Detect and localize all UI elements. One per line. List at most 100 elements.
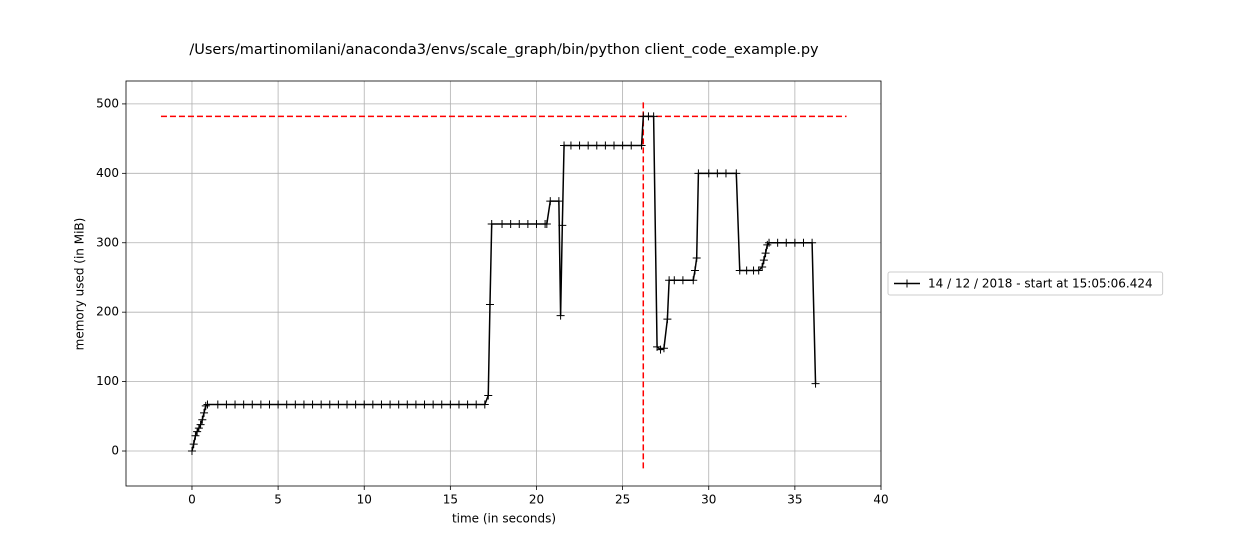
data-point <box>420 400 429 409</box>
data-point <box>763 240 772 249</box>
data-point <box>656 345 665 354</box>
data-point <box>761 249 770 258</box>
data-point <box>532 220 541 229</box>
data-point <box>201 401 210 410</box>
data-point <box>735 266 744 275</box>
data-point <box>343 400 352 409</box>
data-point <box>782 238 791 247</box>
y-tick-label: 400 <box>96 166 119 180</box>
y-tick-label: 500 <box>96 96 119 110</box>
data-point <box>291 400 300 409</box>
data-point <box>560 141 569 150</box>
data-point <box>437 400 446 409</box>
chart-title: /Users/martinomilani/anaconda3/envs/scal… <box>189 42 819 58</box>
data-point <box>670 276 679 285</box>
data-point <box>193 427 202 436</box>
data-point <box>690 266 699 275</box>
data-point <box>546 197 555 206</box>
data-point <box>663 315 672 324</box>
data-point <box>659 344 668 353</box>
data-point <box>200 408 209 417</box>
data-point <box>189 440 198 449</box>
x-tick-label: 5 <box>274 493 282 507</box>
data-point <box>811 379 820 388</box>
data-point <box>231 400 240 409</box>
data-point <box>515 220 524 229</box>
data-point <box>325 400 334 409</box>
data-point <box>377 400 386 409</box>
data-point <box>308 400 317 409</box>
x-tick-label: 10 <box>357 493 372 507</box>
data-point <box>542 220 551 229</box>
data-point <box>678 276 687 285</box>
data-point <box>554 197 563 206</box>
data-point <box>191 431 200 440</box>
data-point <box>790 238 799 247</box>
data-point <box>575 141 584 150</box>
data-point <box>446 400 455 409</box>
data-point <box>299 400 308 409</box>
data-point <box>203 400 212 409</box>
data-point <box>317 400 326 409</box>
data-point <box>411 400 420 409</box>
data-point <box>222 400 231 409</box>
data-point <box>558 221 567 230</box>
data-point <box>523 220 532 229</box>
y-tick-label: 200 <box>96 305 119 319</box>
x-tick-label: 30 <box>701 493 716 507</box>
x-tick-label: 15 <box>443 493 458 507</box>
data-point <box>498 220 507 229</box>
data-point <box>689 276 698 285</box>
x-tick-label: 25 <box>615 493 630 507</box>
data-point <box>265 400 274 409</box>
data-point <box>637 141 646 150</box>
data-point <box>759 256 768 265</box>
data-point <box>360 400 369 409</box>
data-point <box>256 400 265 409</box>
legend-label: 14 / 12 / 2018 - start at 15:05:06.424 <box>928 277 1153 291</box>
data-point <box>713 169 722 178</box>
data-point <box>649 112 658 121</box>
data-point <box>213 400 222 409</box>
data-point <box>692 254 701 263</box>
data-point <box>480 400 489 409</box>
x-tick-label: 35 <box>787 493 802 507</box>
legend-box <box>887 271 1164 296</box>
data-point <box>274 400 283 409</box>
data-point <box>334 400 343 409</box>
data-point <box>721 169 730 178</box>
x-tick-label: 0 <box>188 493 196 507</box>
data-point <box>386 400 395 409</box>
data-point <box>773 238 782 247</box>
data-point <box>592 141 601 150</box>
data-point <box>485 300 494 309</box>
data-point <box>394 400 403 409</box>
data-point <box>454 400 463 409</box>
data-point <box>808 238 817 247</box>
y-axis-label: memory used (in MiB) <box>73 218 87 351</box>
data-point <box>704 169 713 178</box>
data-point <box>484 391 493 400</box>
data-point <box>248 400 257 409</box>
data-point <box>198 415 207 424</box>
plot-frame <box>125 80 882 487</box>
data-point <box>618 141 627 150</box>
data-point <box>239 400 248 409</box>
data-point <box>463 400 472 409</box>
y-tick-label: 0 <box>111 444 119 458</box>
data-point <box>196 420 205 429</box>
data-point <box>487 220 496 229</box>
data-point <box>368 400 377 409</box>
data-point <box>187 447 196 456</box>
data-point <box>694 169 703 178</box>
data-point <box>754 266 763 275</box>
x-tick-label: 20 <box>529 493 544 507</box>
data-point <box>472 400 481 409</box>
y-tick-label: 300 <box>96 235 119 249</box>
x-axis-label: time (in seconds) <box>452 512 556 526</box>
data-point <box>403 400 412 409</box>
data-point <box>556 311 565 320</box>
data-point <box>758 263 767 272</box>
